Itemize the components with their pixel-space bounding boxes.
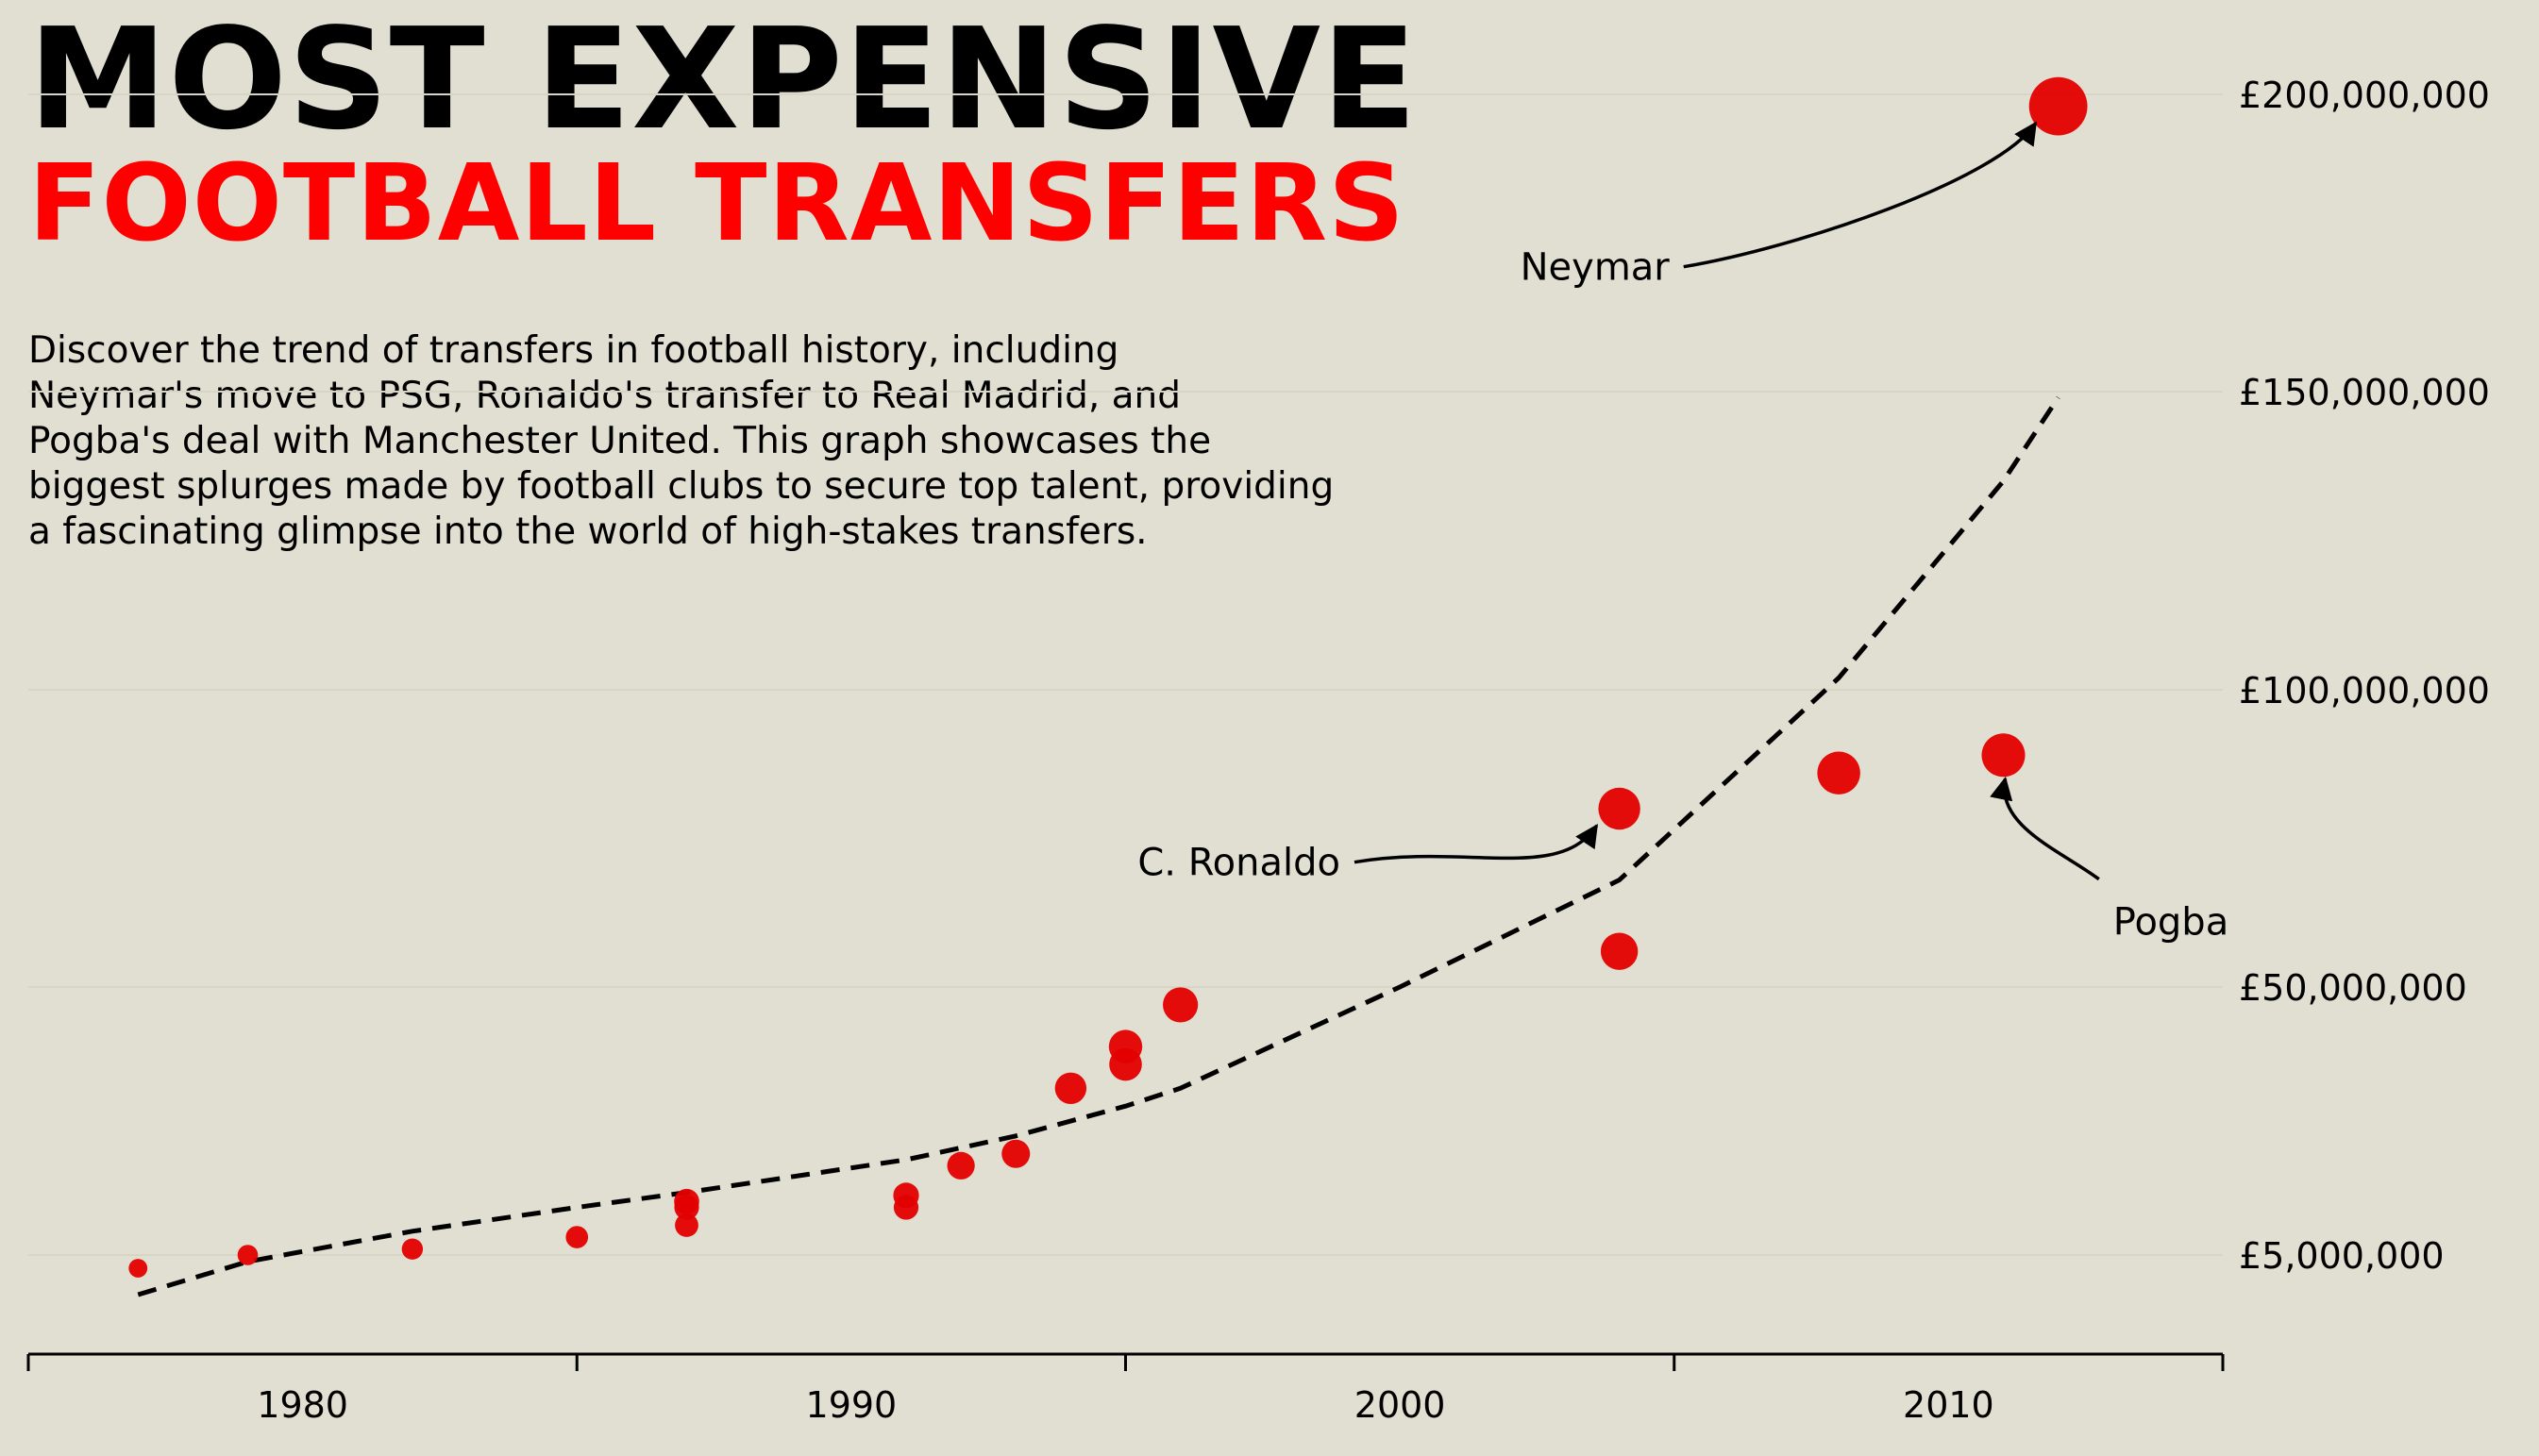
y-tick-label: £150,000,000 (2239, 372, 2490, 413)
data-point (1163, 987, 1199, 1023)
data-point (128, 1259, 148, 1278)
data-point (1001, 1139, 1031, 1168)
y-tick-label: £50,000,000 (2239, 967, 2467, 1009)
trend-line (137, 395, 2060, 1297)
data-point (1817, 751, 1860, 795)
data-point (893, 1182, 919, 1209)
data-point (1981, 733, 2026, 778)
description-line: Discover the trend of transfers in footb… (28, 329, 1119, 372)
y-tick-label: £100,000,000 (2239, 670, 2490, 711)
x-tick-label: 1990 (806, 1384, 898, 1426)
data-point (237, 1245, 259, 1265)
x-tick-label: 1980 (257, 1384, 348, 1426)
data-point (675, 1213, 698, 1237)
data-point (1108, 1029, 1143, 1063)
data-point (947, 1151, 975, 1180)
description-line: Pogba's deal with Manchester United. Thi… (28, 420, 1212, 462)
data-point (674, 1188, 699, 1214)
description-line: a fascinating glimpse into the world of … (28, 510, 1148, 553)
chart-title: MOST EXPENSIVE (28, 0, 1419, 160)
y-tick-label: £200,000,000 (2239, 75, 2490, 116)
description-line: Neymar's move to PSG, Ronaldo's transfer… (28, 375, 1182, 417)
data-point (1600, 932, 1639, 970)
annotation-arrow (1683, 121, 2038, 269)
data-point (401, 1238, 424, 1260)
chart-subtitle: FOOTBALL TRANSFERS (28, 142, 1405, 265)
x-tick-label: 2000 (1354, 1384, 1446, 1426)
annotation-label: C. Ronaldo (1137, 842, 1340, 885)
chart-description: Discover the trend of transfers in footb… (28, 328, 1501, 555)
data-point (1598, 787, 1640, 830)
x-tick-label: 2010 (1903, 1384, 1994, 1426)
data-point (2028, 76, 2088, 136)
description-line: biggest splurges made by football clubs … (28, 465, 1335, 508)
annotation-label: Neymar (1521, 246, 1671, 290)
data-point (565, 1226, 589, 1248)
annotation-arrow (1990, 776, 2100, 881)
annotation-label: Pogba (2113, 901, 2228, 945)
y-tick-label: £5,000,000 (2239, 1235, 2445, 1277)
annotation-arrow (1354, 823, 1599, 864)
data-point (1054, 1072, 1087, 1104)
